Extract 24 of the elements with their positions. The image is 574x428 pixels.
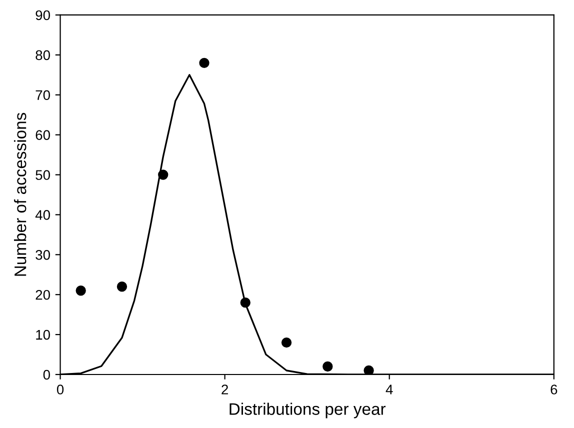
y-tick-label: 70: [36, 90, 50, 100]
y-axis-title: Number of accessions: [14, 112, 26, 276]
y-tick-label: 20: [36, 290, 50, 300]
x-axis-title: Distributions per year: [230, 402, 386, 418]
y-tick-label: 0: [43, 370, 50, 380]
point: [158, 170, 168, 180]
y-tick-label: 30: [36, 250, 50, 260]
y-tick-label: 60: [36, 130, 50, 140]
x-tick-label: 4: [386, 384, 393, 394]
x-tick-label: 6: [550, 384, 558, 394]
y-tick-label: 50: [36, 170, 50, 180]
point: [240, 298, 250, 308]
x-tick-label: 2: [222, 384, 228, 394]
y-tick-label: 10: [36, 330, 50, 340]
y-tick-label: 90: [36, 10, 50, 20]
x-tick-label: 0: [56, 384, 64, 394]
point: [322, 361, 333, 372]
point: [199, 58, 210, 68]
y-tick-label: 80: [36, 50, 50, 60]
y-tick-label: 40: [35, 210, 50, 220]
point: [76, 286, 86, 296]
point: [364, 365, 374, 374]
point: [116, 282, 128, 292]
point: [281, 337, 292, 348]
